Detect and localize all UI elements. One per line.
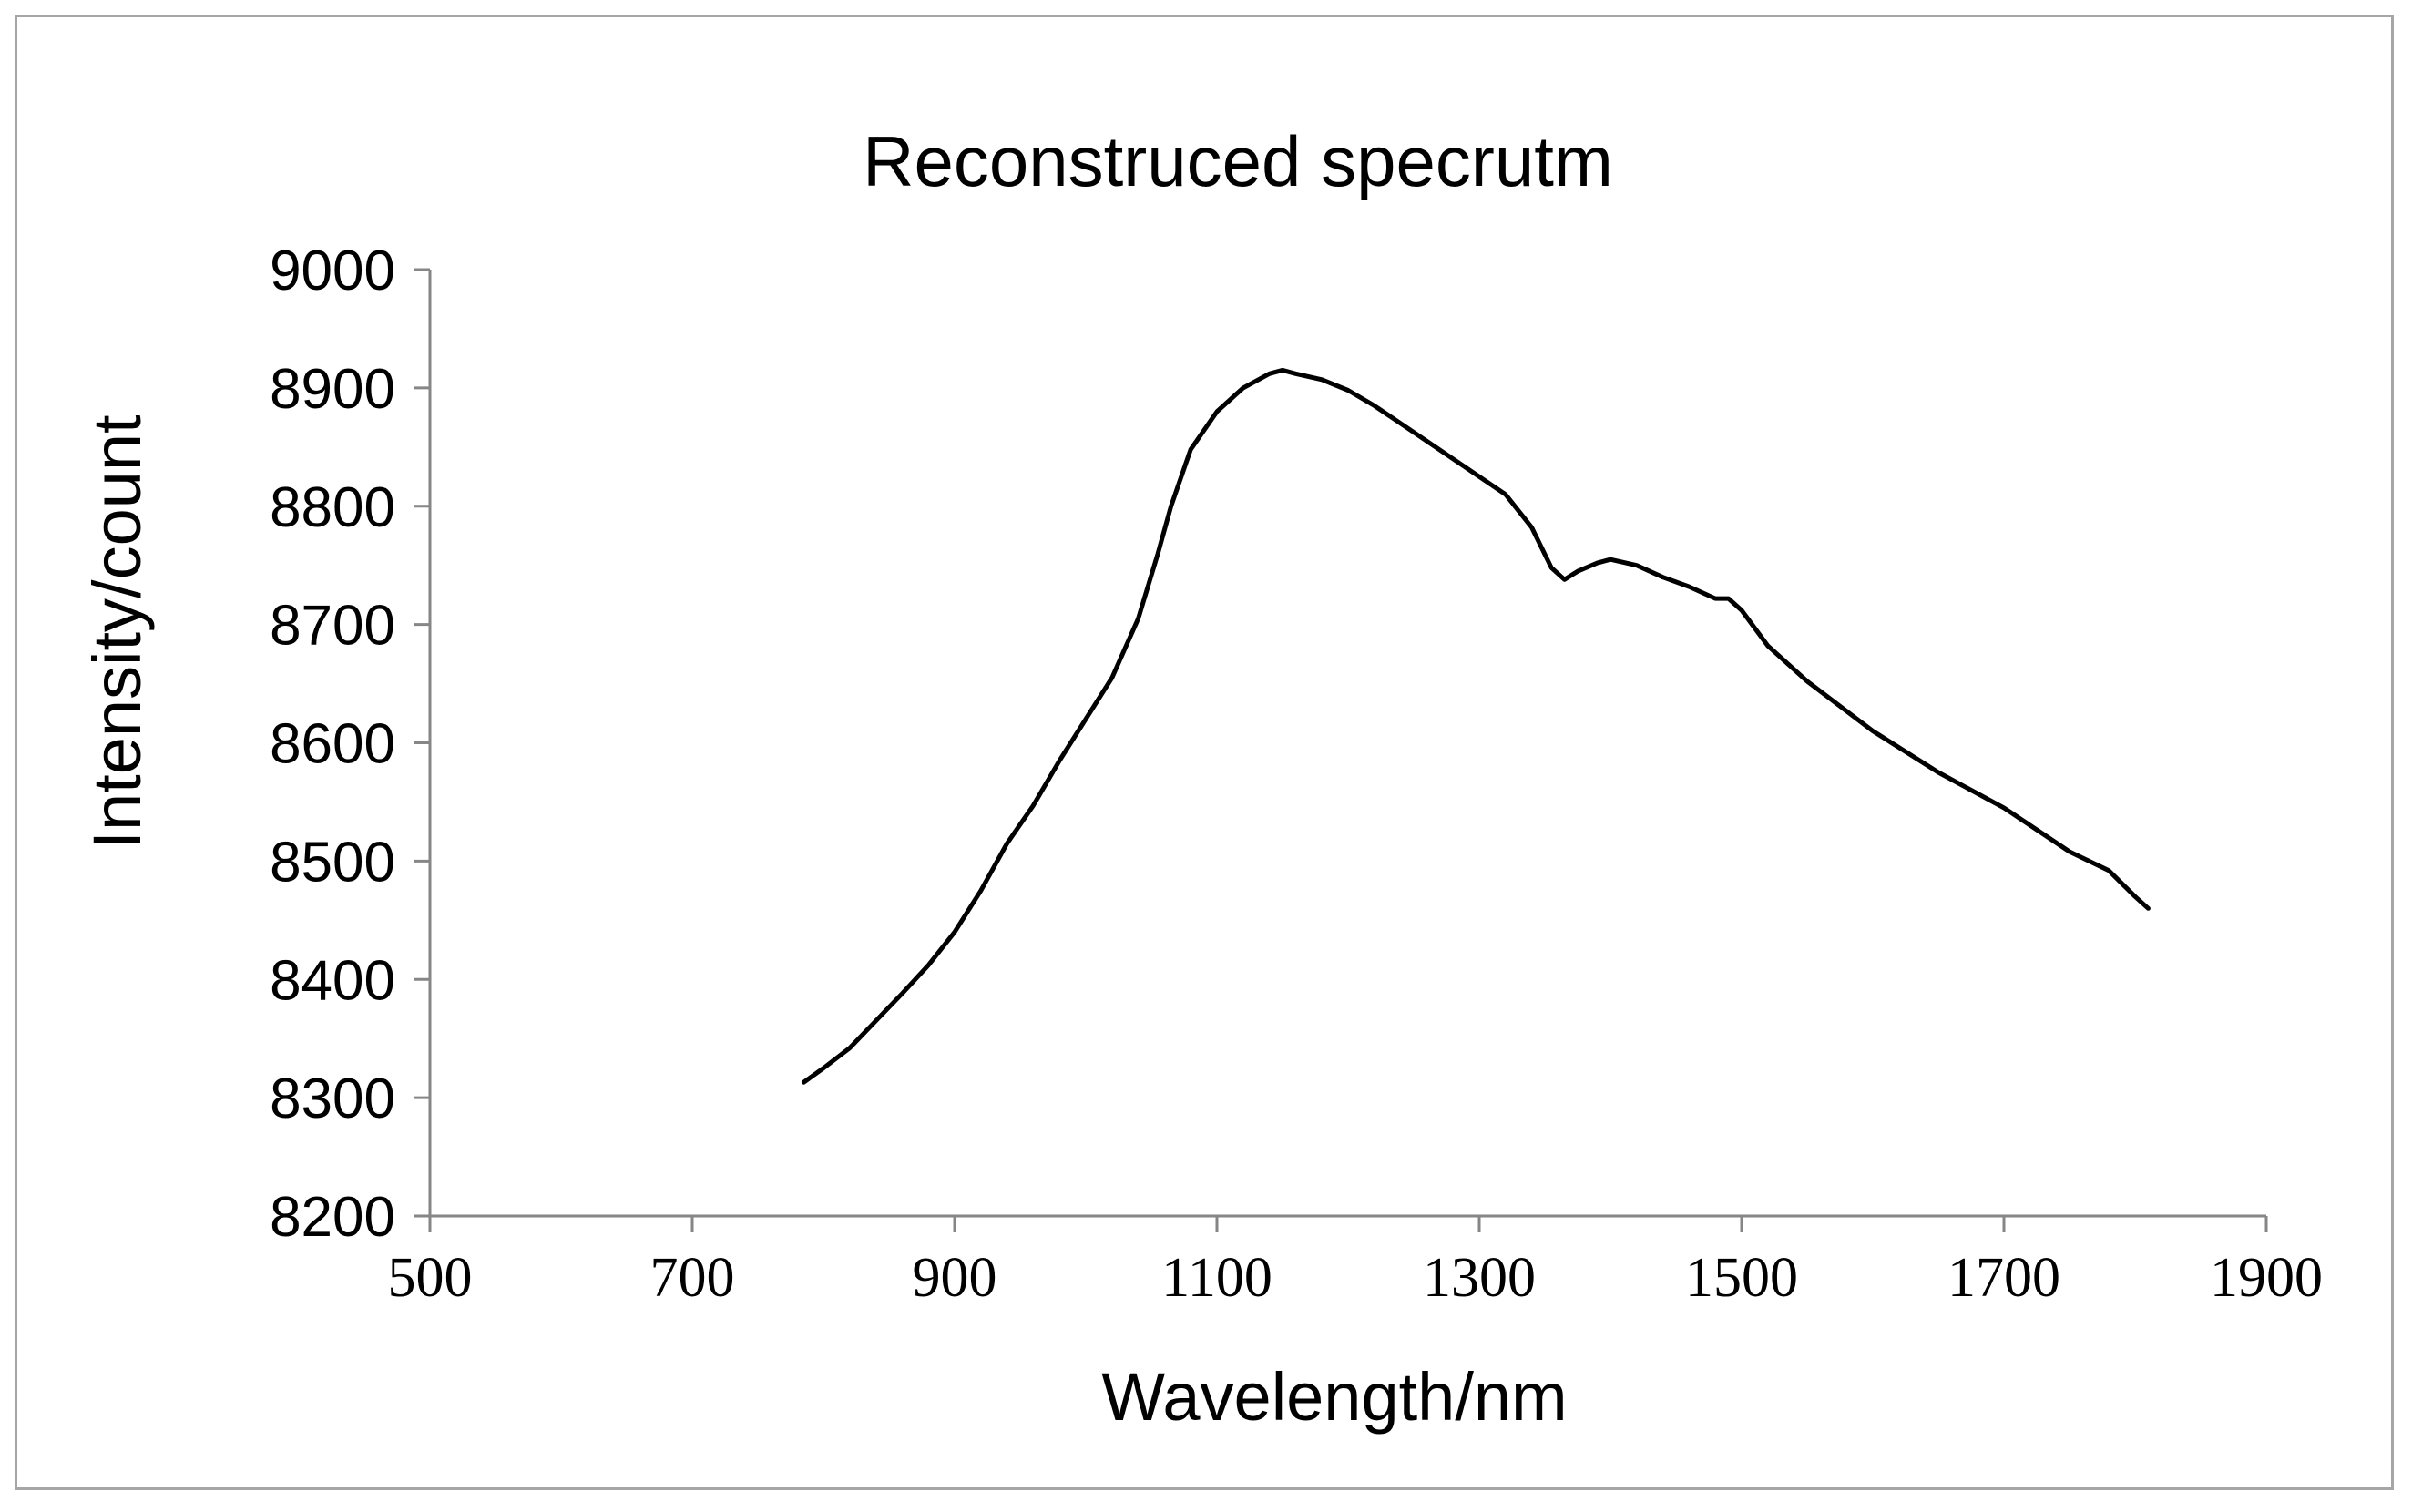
y-tick-label: 8200 <box>270 1186 395 1249</box>
x-tick-label: 1300 <box>1423 1247 1536 1309</box>
x-tick-label: 900 <box>913 1247 997 1309</box>
y-axis-label: Intensity/count <box>79 414 155 850</box>
y-tick-label: 8400 <box>270 949 395 1012</box>
series-group <box>801 367 2151 1085</box>
chart-title: Reconstruced specrutm <box>863 121 1613 201</box>
chart-canvas: Reconstruced specrutm 8200 8300 8400 8500 86… <box>79 121 2323 1435</box>
y-tick-label: 8700 <box>270 595 395 658</box>
x-tick-label: 1500 <box>1685 1247 1798 1309</box>
y-tick-label: 8900 <box>270 358 395 421</box>
x-tick-label: 1700 <box>1947 1247 2060 1309</box>
x-tick-label: 1100 <box>1161 1247 1272 1309</box>
y-tick-label: 8300 <box>270 1068 395 1130</box>
x-tick-label: 1900 <box>2210 1247 2323 1309</box>
y-tick-label: 9000 <box>270 240 395 302</box>
y-tick-label: 8600 <box>270 713 395 776</box>
y-tick-label: 8800 <box>270 476 395 539</box>
chart-frame: Reconstruced specrutm 8200 8300 8400 8500 86… <box>15 15 2394 1490</box>
x-axis: 500 700 900 1100 1300 1500 1700 1900 <box>388 1214 2323 1309</box>
series-line-0 <box>801 367 2151 1085</box>
x-tick-label: 500 <box>388 1247 473 1309</box>
y-tick-label: 8500 <box>270 831 395 894</box>
x-axis-label: Wavelength/nm <box>1101 1359 1567 1435</box>
y-axis: 8200 8300 8400 8500 8600 8700 8800 8900 9000 <box>270 240 432 1249</box>
x-tick-label: 700 <box>650 1247 735 1309</box>
